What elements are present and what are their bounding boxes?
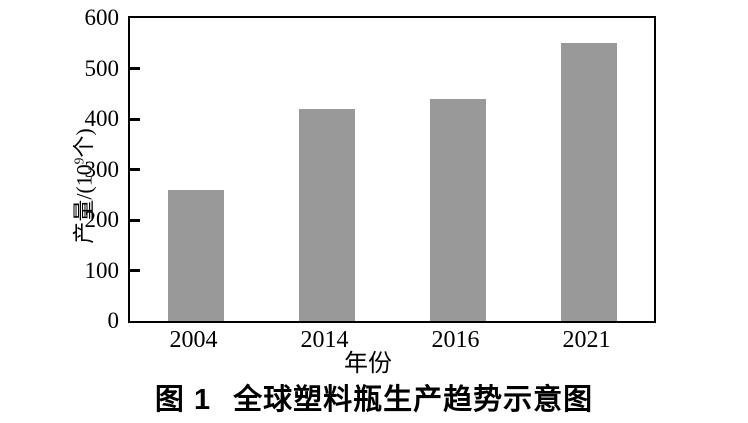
x-tick-label-2016: 2016 bbox=[431, 327, 480, 353]
y-tick-label-500: 500 bbox=[84, 55, 120, 81]
plot-area bbox=[128, 16, 656, 323]
bar-2016 bbox=[429, 98, 486, 321]
y-tick-mark-100 bbox=[130, 269, 140, 272]
figure-caption: 图 1 全球塑料瓶生产趋势示意图 bbox=[0, 383, 748, 417]
bar-2004 bbox=[167, 189, 224, 321]
y-tick-mark-300 bbox=[130, 168, 140, 171]
bar-2021 bbox=[560, 43, 617, 321]
x-tick-label-2014: 2014 bbox=[300, 327, 349, 353]
y-tick-label-100: 100 bbox=[84, 257, 120, 283]
y-tick-label-600: 600 bbox=[84, 5, 120, 30]
y-tick-label-0: 0 bbox=[107, 308, 120, 333]
y-tick-mark-500 bbox=[130, 67, 140, 70]
x-tick-label-2004: 2004 bbox=[169, 327, 218, 353]
figure-caption-label: 图 1 bbox=[154, 384, 212, 416]
y-tick-label-200: 200 bbox=[84, 207, 120, 232]
y-tick-mark-200 bbox=[130, 218, 140, 222]
figure-caption-title: 全球塑料瓶生产趋势示意图 bbox=[233, 384, 594, 416]
y-tick-label-300: 300 bbox=[84, 156, 120, 182]
x-axis-title: 年份 bbox=[344, 351, 392, 377]
y-tick-mark-400 bbox=[130, 117, 140, 121]
x-tick-label-2021: 2021 bbox=[562, 327, 611, 353]
y-axis-tick-labels: 0 100 200 300 400 500 600 bbox=[0, 5, 124, 333]
bar-2014 bbox=[298, 108, 355, 321]
y-tick-label-400: 400 bbox=[84, 106, 120, 131]
x-axis-tick-labels: 2004 2014 2016 2021 bbox=[128, 327, 656, 355]
